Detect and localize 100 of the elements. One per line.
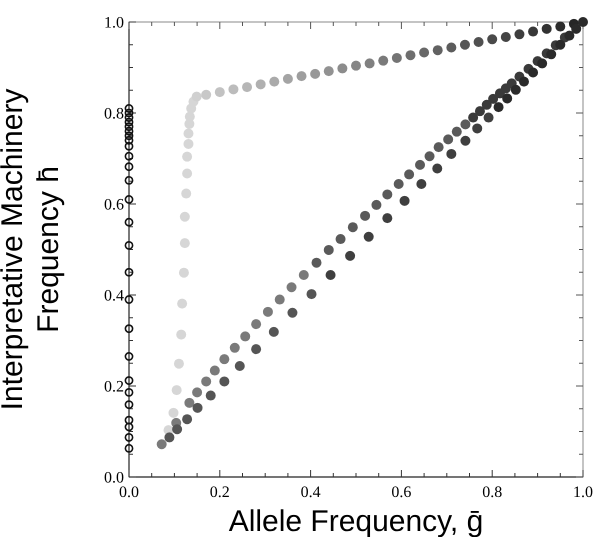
point <box>180 238 190 248</box>
x-tick-label: 0.6 <box>391 484 412 501</box>
point <box>405 50 416 60</box>
point <box>124 126 134 136</box>
point <box>392 52 402 63</box>
point <box>443 134 454 144</box>
point <box>124 400 134 410</box>
x-tick-label: 1.0 <box>573 484 593 501</box>
point <box>510 84 521 95</box>
point <box>184 398 194 408</box>
point <box>487 34 498 44</box>
point <box>124 142 134 151</box>
point <box>482 100 492 110</box>
point <box>183 128 194 138</box>
point <box>528 68 538 78</box>
point <box>364 232 374 242</box>
point <box>571 24 582 34</box>
point <box>176 330 186 340</box>
point <box>124 444 134 453</box>
point <box>192 402 203 413</box>
point <box>124 122 134 132</box>
point <box>240 331 250 342</box>
point <box>192 387 202 398</box>
point <box>124 422 134 432</box>
x-tick-label: 0.0 <box>119 484 139 501</box>
point <box>124 131 134 140</box>
point <box>514 29 524 40</box>
point <box>164 432 174 442</box>
y-tick-label: 0.4 <box>104 288 124 305</box>
point <box>306 289 317 300</box>
point <box>371 200 382 210</box>
y-tick-label: 0.8 <box>104 106 124 123</box>
point <box>182 168 192 179</box>
point <box>378 56 388 66</box>
point <box>219 376 230 386</box>
point <box>124 416 134 425</box>
point <box>214 87 225 98</box>
point <box>268 326 279 337</box>
x-tick-label: 0.4 <box>300 484 321 501</box>
point <box>488 94 498 104</box>
point <box>124 376 134 385</box>
y-tick-label: 1.0 <box>104 14 124 32</box>
point <box>474 106 485 116</box>
point <box>446 42 456 52</box>
point <box>181 188 192 199</box>
point <box>351 60 361 71</box>
point <box>324 66 334 76</box>
point <box>230 342 240 353</box>
point <box>419 47 430 58</box>
point <box>348 222 358 232</box>
point <box>324 244 334 255</box>
point <box>287 308 298 318</box>
point <box>124 352 134 361</box>
point <box>242 82 252 92</box>
point <box>312 258 322 268</box>
point <box>394 178 404 189</box>
point <box>124 113 134 122</box>
point <box>274 294 285 305</box>
point <box>404 169 414 180</box>
point <box>460 119 470 130</box>
point <box>206 390 216 401</box>
point <box>256 79 266 90</box>
point <box>472 123 482 134</box>
point <box>542 24 552 34</box>
point <box>345 250 356 261</box>
point <box>172 385 182 396</box>
point <box>400 196 410 206</box>
point <box>124 136 134 145</box>
point <box>178 268 189 278</box>
y-tick-label: 0.2 <box>104 378 124 396</box>
point <box>494 102 504 112</box>
point <box>124 433 134 442</box>
point <box>416 178 426 189</box>
point <box>182 152 192 162</box>
point <box>452 126 462 137</box>
point <box>336 234 346 244</box>
point <box>296 71 307 82</box>
point <box>172 424 182 434</box>
point <box>546 49 556 60</box>
point <box>555 22 566 32</box>
point <box>564 30 574 41</box>
point <box>124 104 134 113</box>
point <box>434 142 444 152</box>
point <box>251 319 262 330</box>
point <box>124 152 134 161</box>
point <box>124 295 134 304</box>
point <box>124 176 134 185</box>
point <box>124 268 134 277</box>
point <box>460 40 470 50</box>
point <box>262 306 273 317</box>
point <box>124 118 134 126</box>
point <box>310 68 320 79</box>
point <box>177 298 188 309</box>
point <box>537 58 548 68</box>
point <box>201 376 212 386</box>
point <box>234 360 245 371</box>
point <box>474 37 484 48</box>
point <box>228 84 238 94</box>
point <box>124 218 134 227</box>
point <box>124 324 134 334</box>
